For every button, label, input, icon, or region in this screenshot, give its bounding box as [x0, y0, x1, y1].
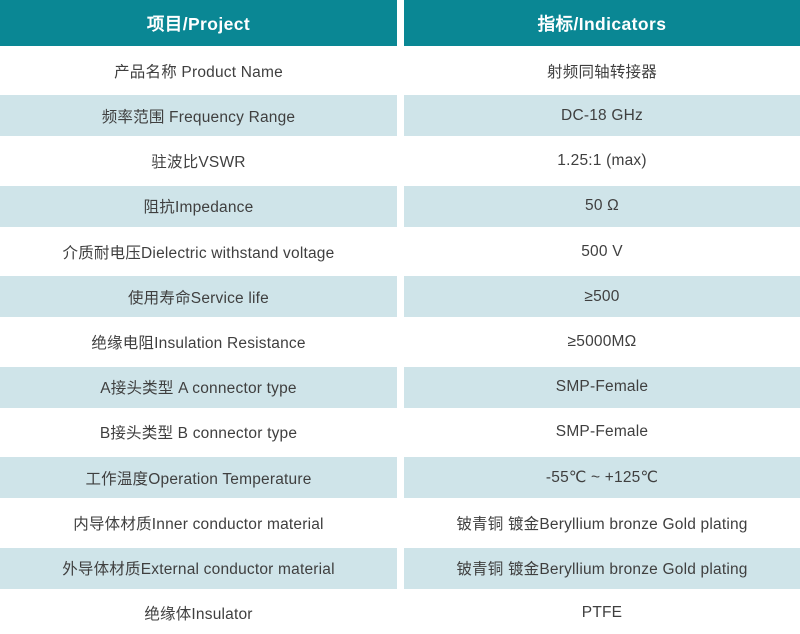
table-row: 内导体材质Inner conductor material 铍青铜 镀金Beryl…	[0, 502, 800, 544]
project-cell: 绝缘电阻Insulation Resistance	[0, 321, 397, 363]
indicator-cell: 铍青铜 镀金Beryllium bronze Gold plating	[404, 547, 800, 589]
project-cell: 驻波比VSWR	[0, 140, 397, 182]
project-cell: 产品名称 Product Name	[0, 50, 397, 92]
indicator-cell: SMP-Female	[404, 366, 800, 408]
table-row: 驻波比VSWR 1.25:1 (max)	[0, 140, 800, 182]
table-row: 外导体材质External conductor material 铍青铜 镀金Be…	[0, 547, 800, 589]
table-row: 阻抗Impedance 50 Ω	[0, 185, 800, 227]
indicator-cell: SMP-Female	[404, 411, 800, 454]
table-row: 频率范围 Frequency Range DC-18 GHz	[0, 95, 800, 137]
project-cell: B接头类型 B connector type	[0, 411, 397, 454]
indicator-cell: DC-18 GHz	[404, 95, 800, 137]
project-cell: 介质耐电压Dielectric withstand voltage	[0, 230, 397, 273]
header-cell-indicators: 指标/Indicators	[404, 0, 800, 46]
table-row: 使用寿命Service life ≥500	[0, 276, 800, 318]
table-row: 绝缘电阻Insulation Resistance ≥5000MΩ	[0, 321, 800, 363]
project-cell: 外导体材质External conductor material	[0, 547, 397, 589]
table-row: 介质耐电压Dielectric withstand voltage 500 V	[0, 230, 800, 273]
indicator-cell: 50 Ω	[404, 185, 800, 227]
project-cell: 频率范围 Frequency Range	[0, 95, 397, 137]
project-cell: 阻抗Impedance	[0, 185, 397, 227]
indicator-cell: ≥5000MΩ	[404, 321, 800, 363]
indicator-cell: 500 V	[404, 230, 800, 273]
table-row: 绝缘体Insulator PTFE	[0, 592, 800, 634]
indicator-cell: 铍青铜 镀金Beryllium bronze Gold plating	[404, 502, 800, 544]
table-header-row: 项目/Project 指标/Indicators	[0, 0, 800, 46]
project-cell: 内导体材质Inner conductor material	[0, 502, 397, 544]
project-cell: 使用寿命Service life	[0, 276, 397, 318]
indicator-cell: 射频同轴转接器	[404, 50, 800, 92]
table-row: 产品名称 Product Name 射频同轴转接器	[0, 50, 800, 92]
indicator-cell: ≥500	[404, 276, 800, 318]
table-row: 工作温度Operation Temperature -55℃ ~ +125℃	[0, 457, 800, 499]
table-row: B接头类型 B connector type SMP-Female	[0, 411, 800, 454]
project-cell: A接头类型 A connector type	[0, 366, 397, 408]
header-cell-project: 项目/Project	[0, 0, 397, 46]
indicator-cell: -55℃ ~ +125℃	[404, 457, 800, 499]
project-cell: 绝缘体Insulator	[0, 592, 397, 634]
indicator-cell: PTFE	[404, 592, 800, 634]
table-row: A接头类型 A connector type SMP-Female	[0, 366, 800, 408]
indicator-cell: 1.25:1 (max)	[404, 140, 800, 182]
project-cell: 工作温度Operation Temperature	[0, 457, 397, 499]
